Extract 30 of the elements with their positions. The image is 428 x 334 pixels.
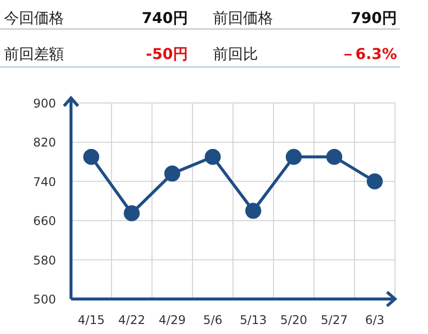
point [204, 148, 221, 165]
point [83, 148, 100, 165]
text: 790円 [350, 9, 397, 27]
point [366, 173, 383, 190]
text: 前回比 [213, 45, 258, 63]
y-tick-label: 500 [33, 292, 56, 306]
text: －6.3% [340, 45, 397, 63]
x-tick-label: 4/29 [158, 313, 186, 327]
x-tick-label: 4/15 [78, 313, 105, 327]
y-tick-label: 580 [33, 253, 56, 268]
x-tick-label: 5/20 [280, 313, 308, 327]
point [286, 148, 302, 165]
x-tick-label: 6/3 [365, 313, 384, 327]
y-tick-label: 900 [33, 96, 56, 110]
y-tick-label: 660 [33, 214, 56, 228]
point [245, 202, 262, 219]
text: -50円 [146, 45, 188, 63]
text: 前回価格 [213, 9, 273, 27]
x-tick-label: 5/27 [320, 313, 348, 327]
x-tick-label: 5/13 [240, 313, 267, 327]
point [326, 148, 342, 165]
y-tick-label: 740 [33, 174, 56, 189]
point [164, 166, 180, 182]
text: 前回差額 [4, 45, 64, 63]
x-tick-label: 5/6 [203, 313, 222, 327]
x-tick-label: 4/22 [118, 313, 146, 327]
point [124, 205, 140, 222]
y-tick-label: 820 [33, 136, 56, 150]
text: 今回価格 [4, 9, 64, 27]
text: 740円 [142, 9, 188, 27]
